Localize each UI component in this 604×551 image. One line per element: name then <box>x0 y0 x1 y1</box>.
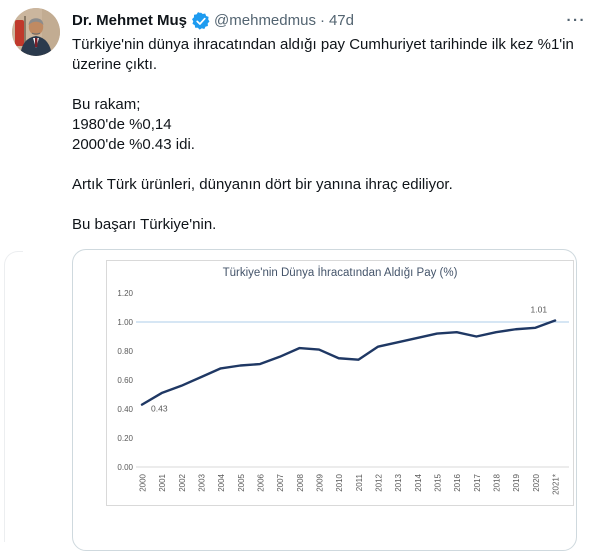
svg-text:2017: 2017 <box>473 473 482 491</box>
more-icon[interactable]: ··· <box>566 12 586 29</box>
svg-text:2019: 2019 <box>512 473 521 491</box>
svg-text:1.01: 1.01 <box>531 305 548 315</box>
author-handle[interactable]: @mehmedmus <box>214 12 316 29</box>
svg-text:0.40: 0.40 <box>117 405 133 414</box>
svg-text:1.20: 1.20 <box>117 289 133 298</box>
svg-text:2018: 2018 <box>493 473 502 491</box>
background-card-edge <box>4 251 23 542</box>
svg-text:0.43: 0.43 <box>151 404 168 414</box>
tweet-paragraph: Artık Türk ürünleri, dünyanın dört bir y… <box>72 176 453 193</box>
svg-text:2013: 2013 <box>394 473 403 491</box>
svg-text:Türkiye'nin Dünya İhracatından: Türkiye'nin Dünya İhracatından Aldığı Pa… <box>223 266 458 279</box>
meta-separator: · <box>319 12 325 29</box>
tweet-paragraph: Bu başarı Türkiye'nin. <box>72 216 217 233</box>
face <box>28 18 44 36</box>
svg-text:2000: 2000 <box>139 473 148 491</box>
attached-chart-card[interactable]: Türkiye'nin Dünya İhracatından Aldığı Pa… <box>72 249 577 551</box>
svg-text:2010: 2010 <box>335 473 344 491</box>
turkish-flag <box>15 20 24 46</box>
tweet-content: Dr. Mehmet Muş @mehmedmus · 47d ··· Türk… <box>72 8 588 551</box>
svg-text:2003: 2003 <box>198 473 207 491</box>
svg-text:2011: 2011 <box>355 473 364 491</box>
verified-badge-icon <box>192 12 210 30</box>
svg-text:1.00: 1.00 <box>117 318 133 327</box>
svg-text:2001: 2001 <box>158 473 167 491</box>
svg-text:2008: 2008 <box>296 473 305 491</box>
svg-text:2020: 2020 <box>532 473 541 491</box>
author-name[interactable]: Dr. Mehmet Muş <box>72 12 188 29</box>
tweet-text: Türkiye'nin dünya ihracatından aldığı pa… <box>72 35 588 235</box>
svg-text:2016: 2016 <box>453 473 462 491</box>
svg-text:0.80: 0.80 <box>117 347 133 356</box>
svg-text:0.60: 0.60 <box>117 376 133 385</box>
svg-text:2015: 2015 <box>434 473 443 491</box>
tweet-paragraph: Bu rakam; 1980'de %0,14 2000'de %0.43 id… <box>72 96 195 153</box>
tweet-header: Dr. Mehmet Muş @mehmedmus · 47d ··· <box>72 8 588 31</box>
svg-text:0.20: 0.20 <box>117 434 133 443</box>
svg-text:2007: 2007 <box>276 473 285 491</box>
svg-text:2004: 2004 <box>217 473 226 491</box>
svg-text:2012: 2012 <box>375 473 384 491</box>
svg-text:2021*: 2021* <box>552 474 561 495</box>
line-chart-canvas: Türkiye'nin Dünya İhracatından Aldığı Pa… <box>117 266 569 495</box>
tweet-paragraph: Türkiye'nin dünya ihracatından aldığı pa… <box>72 36 574 73</box>
svg-text:0.00: 0.00 <box>117 463 133 472</box>
export-share-chart: Türkiye'nin Dünya İhracatından Aldığı Pa… <box>106 260 574 506</box>
avatar-photo <box>12 8 60 56</box>
svg-text:2009: 2009 <box>316 473 325 491</box>
avatar[interactable] <box>12 8 60 56</box>
svg-text:2014: 2014 <box>414 473 423 491</box>
svg-text:2005: 2005 <box>237 473 246 491</box>
svg-text:2002: 2002 <box>178 473 187 491</box>
svg-text:2006: 2006 <box>257 473 266 491</box>
timestamp[interactable]: 47d <box>328 12 354 29</box>
